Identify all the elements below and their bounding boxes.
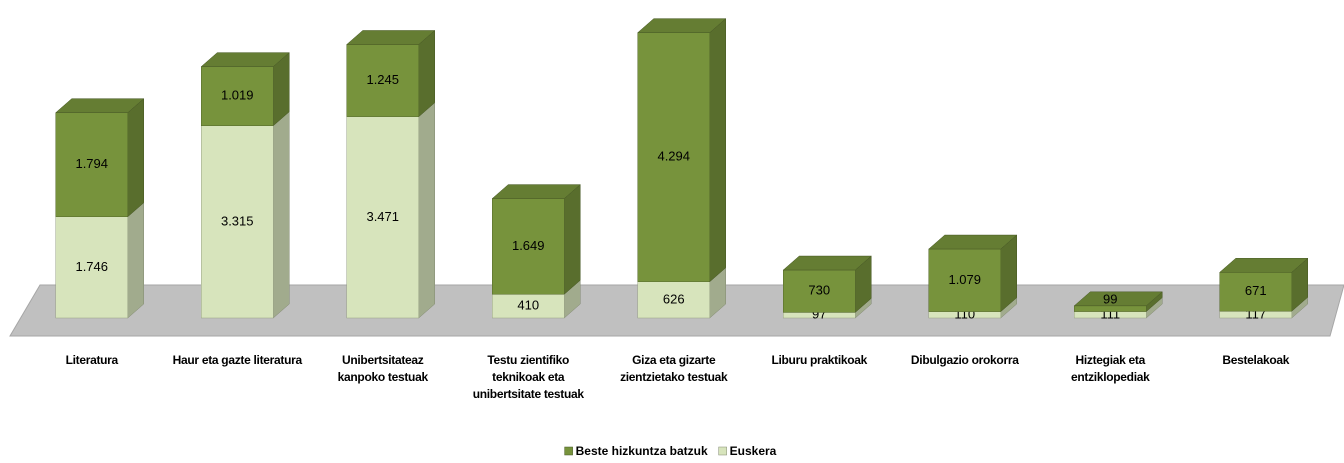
value-label: 1.019 xyxy=(221,88,254,103)
bar-side xyxy=(564,184,581,295)
bar-top xyxy=(782,255,872,271)
value-label: 1.245 xyxy=(366,72,399,87)
x-tick-label: Dibulgazio orokorra xyxy=(910,353,1019,367)
legend-label: Beste hizkuntza batzuk xyxy=(576,444,708,458)
bar-segment xyxy=(55,216,128,319)
x-tick-label: Giza eta gizarte zientzietako testuak xyxy=(620,353,728,384)
legend-swatch xyxy=(718,446,727,456)
bar-top xyxy=(1219,258,1309,273)
x-tick-label: Unibertsitateaz kanpoko testuak xyxy=(337,353,429,384)
bar-top xyxy=(55,98,145,113)
bars: 1.746 1.794 3.315 1.019 3.471 1.245 410 1.649 62… xyxy=(55,18,1309,321)
bar-segment xyxy=(928,248,1001,312)
value-label: 1.649 xyxy=(512,238,545,253)
bar-side xyxy=(127,98,144,218)
legend: Beste hizkuntza batzuk Euskera xyxy=(564,444,777,458)
bar-side xyxy=(709,18,726,283)
value-label: 410 xyxy=(517,298,539,313)
x-tick-label: Testu zientifiko teknikoak eta unibertsi… xyxy=(472,353,584,401)
bar-segment xyxy=(783,269,856,313)
bar-top xyxy=(346,30,436,45)
bar-segment xyxy=(201,66,274,126)
x-tick-label: Hiztegiak eta entziklopediak xyxy=(1071,353,1150,384)
bar-segment xyxy=(1074,305,1147,312)
bar-segment xyxy=(201,125,274,319)
value-label: 1.746 xyxy=(75,259,108,274)
x-tick-label: Bestelakoak xyxy=(1222,353,1290,367)
bar-top xyxy=(637,18,727,33)
value-label: 3.471 xyxy=(366,209,399,224)
value-label: 626 xyxy=(663,291,685,306)
value-label: 730 xyxy=(808,283,830,298)
bar-segment xyxy=(637,281,710,319)
value-label: 3.315 xyxy=(221,213,254,228)
bar-side xyxy=(418,102,435,319)
x-tick-label: Literatura xyxy=(65,353,119,367)
bar-segment xyxy=(492,198,565,295)
bar-top xyxy=(928,234,1018,250)
bar-top xyxy=(200,52,290,67)
legend-label: Euskera xyxy=(730,444,777,458)
bar-segment xyxy=(55,112,128,217)
bar-segment xyxy=(1219,272,1292,312)
bar-segment xyxy=(346,44,419,117)
bar-top xyxy=(1073,291,1163,307)
bar-side xyxy=(273,111,290,319)
value-label: 671 xyxy=(1245,283,1267,298)
value-label: 1.794 xyxy=(75,156,108,171)
legend-swatch xyxy=(564,446,573,456)
bar-segment xyxy=(637,32,710,282)
bar-side xyxy=(418,29,435,118)
bar-side xyxy=(127,202,144,319)
x-tick-label: Haur eta gazte literatura xyxy=(172,353,303,367)
bar-top xyxy=(491,184,581,199)
value-label: 99 xyxy=(1103,291,1117,306)
value-label: 4.294 xyxy=(657,149,690,164)
bar-segment xyxy=(346,116,419,319)
value-label: 1.079 xyxy=(948,272,981,287)
x-tick-label: Liburu praktikoak xyxy=(771,353,868,367)
